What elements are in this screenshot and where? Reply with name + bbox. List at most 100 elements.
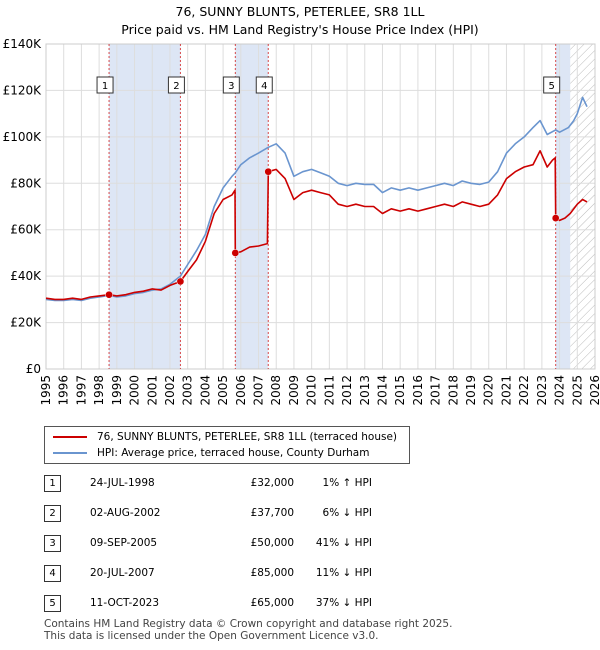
x-tick-label: 2014	[375, 375, 389, 406]
x-tick-label: 2010	[305, 375, 319, 406]
sale-label-number: 3	[228, 81, 234, 92]
transaction-number: 1	[44, 475, 61, 492]
x-tick-label: 2009	[287, 375, 301, 406]
legend-property-line	[53, 436, 87, 438]
sale-label-boxes: 1 2 3 4 5	[96, 76, 561, 94]
table-row: 2 02-AUG-2002 £37,700 6% ↓ HPI	[44, 505, 444, 523]
transaction-number: 4	[44, 565, 61, 582]
table-row: 4 20-JUL-2007 £85,000 11% ↓ HPI	[44, 565, 444, 583]
y-tick-label: £80K	[10, 176, 42, 190]
chart-title-line-1: 76, SUNNY BLUNTS, PETERLEE, SR8 1LL	[175, 4, 425, 19]
transaction-date: 24-JUL-1998	[90, 477, 155, 489]
transaction-price: £37,700	[250, 507, 294, 519]
x-tick-label: 2023	[535, 375, 549, 406]
x-tick-label: 1995	[39, 375, 53, 406]
sale-point	[176, 277, 185, 286]
sale-label-number: 5	[548, 81, 554, 92]
transaction-number: 3	[44, 535, 61, 552]
sale-point	[551, 214, 560, 222]
x-tick-label: 2011	[322, 375, 336, 406]
legend-property: 76, SUNNY BLUNTS, PETERLEE, SR8 1LL (ter…	[53, 429, 397, 445]
y-tick-label: £0	[26, 362, 41, 376]
sale-label-box	[167, 76, 185, 94]
chart-title-line-2: Price paid vs. HM Land Registry's House …	[121, 22, 479, 37]
sale-label-number: 2	[173, 81, 179, 92]
transaction-price: £85,000	[250, 567, 294, 579]
x-tick-label: 2001	[145, 375, 159, 406]
transaction-price: £50,000	[250, 537, 294, 549]
transaction-hpi: 37% ↓ HPI	[315, 597, 372, 609]
table-row: 1 24-JUL-1998 £32,000 1% ↑ HPI	[44, 475, 444, 493]
sale-points	[105, 167, 560, 299]
sale-label-number: 1	[102, 81, 108, 92]
x-tick-label: 2003	[181, 375, 195, 406]
table-row: 3 09-SEP-2005 £50,000 41% ↓ HPI	[44, 535, 444, 553]
sale-point	[105, 290, 113, 299]
x-tick-label: 2007	[252, 375, 266, 406]
table-row: 5 11-OCT-2023 £65,000 37% ↓ HPI	[44, 595, 444, 613]
sale-label-number: 4	[261, 81, 267, 92]
transaction-date: 02-AUG-2002	[90, 507, 161, 519]
transaction-number: 5	[44, 595, 61, 612]
x-tick-label: 2008	[269, 375, 283, 406]
sale-label-box	[255, 76, 273, 94]
y-tick-label: £20K	[10, 316, 42, 330]
transaction-price: £32,000	[250, 477, 294, 489]
legend: 76, SUNNY BLUNTS, PETERLEE, SR8 1LL (ter…	[44, 426, 410, 464]
x-tick-label: 1998	[92, 375, 106, 406]
transaction-hpi: 6% ↓ HPI	[322, 507, 372, 519]
sale-shading	[109, 44, 595, 369]
x-tick-label: 2021	[499, 375, 513, 406]
x-tick-label: 2016	[411, 375, 425, 406]
plot-frame	[45, 43, 596, 370]
x-tick-label: 2024	[553, 375, 567, 406]
legend-hpi: HPI: Average price, terraced house, Coun…	[53, 445, 369, 461]
x-tick-label: 2025	[570, 375, 584, 406]
property-price-line	[45, 150, 588, 301]
legend-property-label: 76, SUNNY BLUNTS, PETERLEE, SR8 1LL (ter…	[97, 431, 398, 443]
x-tick-label: 1999	[110, 375, 124, 406]
x-tick-label: 2005	[216, 375, 230, 406]
transaction-hpi: 11% ↓ HPI	[315, 567, 372, 579]
transaction-hpi: 1% ↑ HPI	[322, 477, 372, 489]
transaction-date: 09-SEP-2005	[90, 537, 158, 549]
x-tick-label: 1996	[57, 375, 71, 406]
x-tick-label: 2026	[588, 375, 600, 406]
y-tick-label: £100K	[3, 130, 43, 144]
x-tick-label: 2017	[429, 375, 443, 406]
y-tick-label: £120K	[3, 83, 43, 97]
x-tick-label: 2004	[198, 375, 212, 406]
x-tick-label: 2006	[234, 375, 248, 406]
footer: Contains HM Land Registry data © Crown c…	[44, 618, 452, 642]
transaction-date: 11-OCT-2023	[90, 597, 159, 609]
footer-licence: This data is licensed under the Open Gov…	[44, 630, 379, 642]
x-tick-label: 2020	[482, 375, 496, 406]
transaction-number: 2	[44, 505, 61, 522]
y-tick-label: £140K	[3, 37, 43, 51]
x-tick-label: 2022	[517, 375, 531, 406]
price-chart: £0 £20K £40K £60K £80K £100K £120K £140K 1995 199…	[3, 37, 600, 406]
x-tick-label: 2002	[163, 375, 177, 406]
hpi-line	[45, 96, 588, 302]
x-tick-label: 2018	[446, 375, 460, 406]
shaded-range	[109, 44, 181, 369]
y-tick-label: £60K	[10, 223, 42, 237]
y-tick-label: £40K	[10, 269, 42, 283]
sale-point	[231, 249, 240, 257]
sale-point	[264, 167, 273, 176]
transaction-price: £65,000	[250, 597, 294, 609]
legend-hpi-label: HPI: Average price, terraced house, Coun…	[97, 447, 370, 459]
x-tick-label: 2019	[464, 375, 478, 406]
x-tick-label: 2012	[340, 375, 354, 406]
axes: £0 £20K £40K £60K £80K £100K £120K £140K 1995 199…	[3, 37, 600, 406]
transaction-hpi: 41% ↓ HPI	[315, 537, 372, 549]
forecast-hatch	[570, 44, 595, 369]
x-tick-label: 2015	[393, 375, 407, 406]
series	[45, 96, 588, 302]
x-tick-label: 2013	[358, 375, 372, 406]
sale-label-box	[543, 76, 561, 94]
sale-label-box	[222, 76, 240, 94]
x-tick-label: 1997	[74, 375, 88, 406]
transaction-date: 20-JUL-2007	[90, 567, 155, 579]
x-tick-label: 2000	[128, 375, 142, 406]
